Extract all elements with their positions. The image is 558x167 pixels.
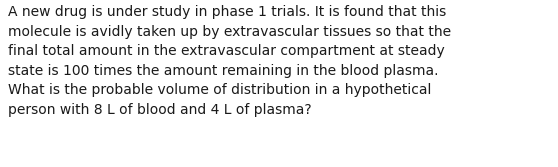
Text: A new drug is under study in phase 1 trials. It is found that this
molecule is a: A new drug is under study in phase 1 tri…: [8, 5, 451, 117]
